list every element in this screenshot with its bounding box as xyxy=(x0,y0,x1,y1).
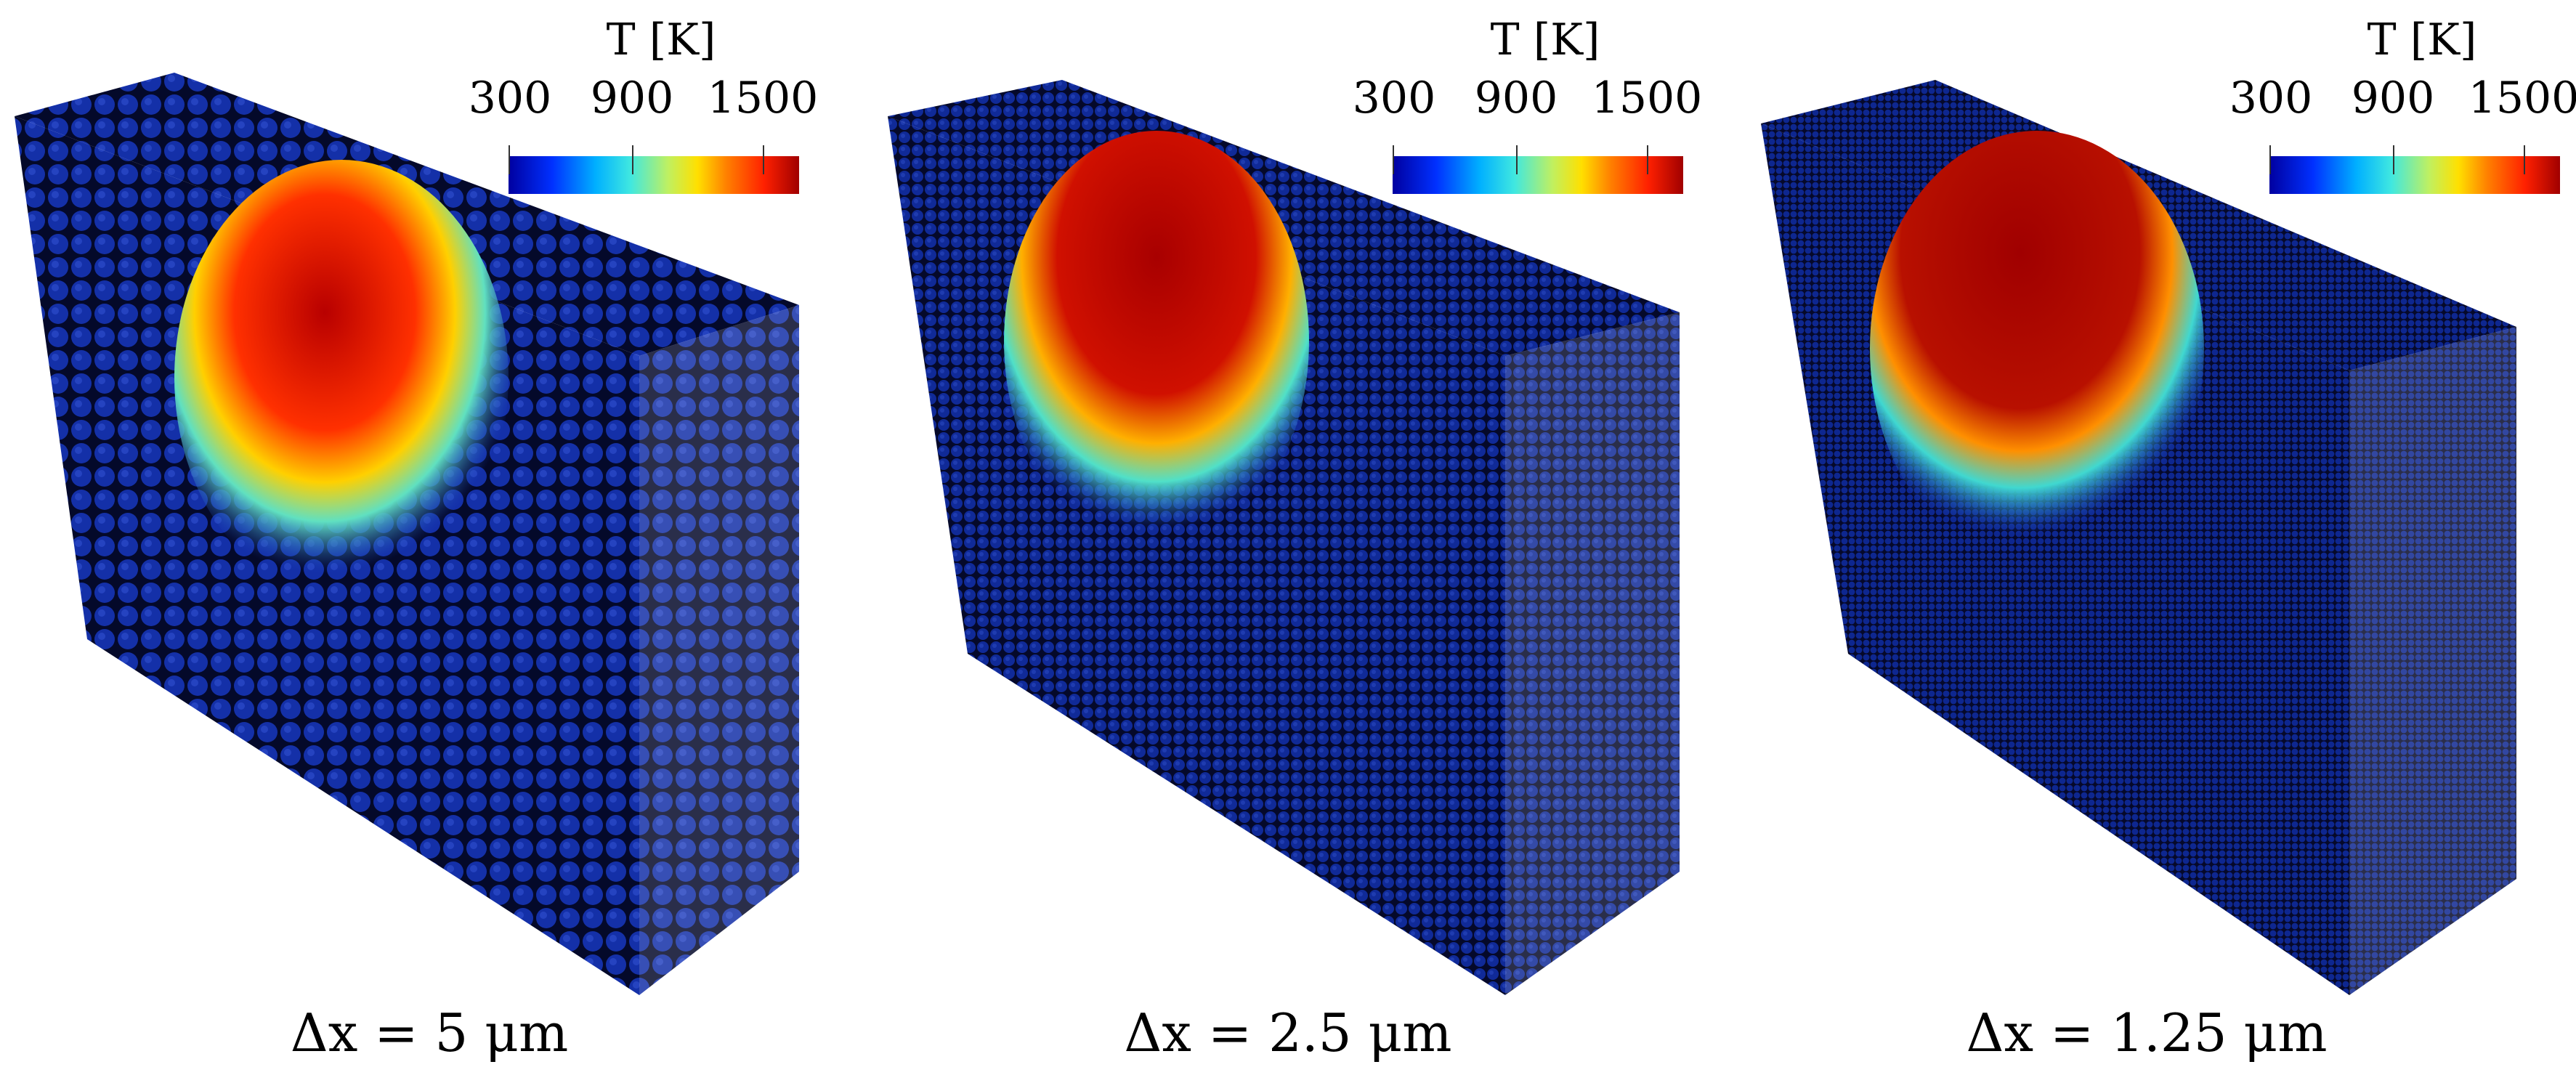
colorbar-tick-mark xyxy=(2393,145,2394,174)
colorbar-tick-labels: 300 900 1500 xyxy=(1320,73,1770,131)
resolution-caption: Δx = 2.5 μm xyxy=(1124,1002,1452,1063)
temperature-colorbar: T [K] 300 900 1500 xyxy=(2229,15,2576,203)
block-top-face xyxy=(888,80,1680,356)
melt-pool xyxy=(1870,131,2204,567)
colorbar-tick-label: 300 xyxy=(2229,73,2313,123)
colorbar-tick-label: 300 xyxy=(468,73,552,123)
colorbar-tick-labels: 300 900 1500 xyxy=(436,73,886,131)
panel-dx-1-25um: T [K] 300 900 1500 Δx = 1.25 μm xyxy=(1717,0,2576,1091)
block-side-face xyxy=(639,305,799,995)
block-side-face xyxy=(2349,327,2516,995)
colorbar-gradient xyxy=(1393,156,1683,194)
temperature-colorbar: T [K] 300 900 1500 xyxy=(1353,15,1702,203)
colorbar-tick-mark xyxy=(1393,145,1394,174)
colorbar-tick-mark xyxy=(632,145,633,174)
colorbar-title: T [K] xyxy=(1490,15,1600,65)
colorbar-tick-mark xyxy=(509,145,510,174)
panel-dx-5um: T [K] 300 900 1500 Δx = 5 μm xyxy=(0,0,859,1091)
colorbar-tick-labels: 300 900 1500 xyxy=(2197,73,2576,131)
colorbar-tick-mark xyxy=(2524,145,2525,174)
colorbar-gradient xyxy=(2269,156,2560,194)
colorbar-tick-mark xyxy=(763,145,764,174)
colorbar-tick-mark xyxy=(1516,145,1518,174)
melt-pool xyxy=(174,160,509,596)
colorbar-title: T [K] xyxy=(606,15,716,65)
colorbar-tick-label: 900 xyxy=(1474,73,1558,123)
colorbar-tick-label: 1500 xyxy=(1591,73,1703,123)
colorbar-gradient xyxy=(509,156,799,194)
panel-dx-2-5um: T [K] 300 900 1500 Δx = 2.5 μm xyxy=(859,0,1717,1091)
temperature-colorbar: T [K] 300 900 1500 xyxy=(469,15,818,203)
particle-block-render xyxy=(15,73,799,995)
colorbar-tick-mark xyxy=(1647,145,1648,174)
melt-pool xyxy=(1004,131,1309,552)
resolution-caption: Δx = 5 μm xyxy=(290,1002,569,1063)
colorbar-tick-label: 300 xyxy=(1352,73,1436,123)
colorbar-tick-label: 1500 xyxy=(2468,73,2576,123)
particle-block-render xyxy=(888,80,1680,995)
block-side-face xyxy=(1505,312,1680,995)
colorbar-tick-label: 900 xyxy=(2351,73,2435,123)
resolution-caption: Δx = 1.25 μm xyxy=(1966,1002,2328,1063)
colorbar-tick-label: 900 xyxy=(590,73,674,123)
particle-block-render xyxy=(1761,80,2516,995)
colorbar-tick-mark xyxy=(2269,145,2271,174)
colorbar-title: T [K] xyxy=(2367,15,2477,65)
colorbar-tick-label: 1500 xyxy=(707,73,819,123)
